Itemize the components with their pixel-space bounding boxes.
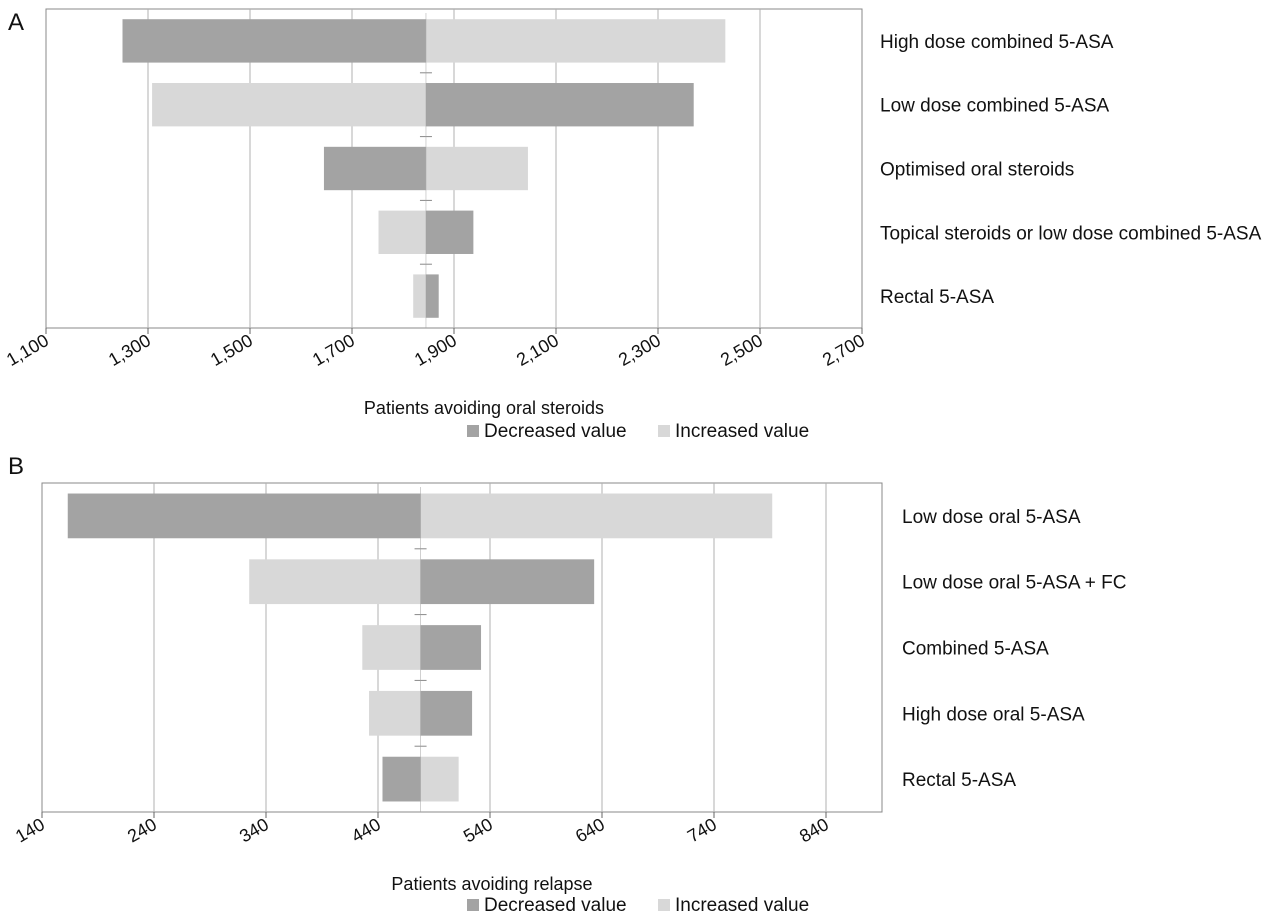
tick-label: 140	[12, 814, 48, 846]
bar-increased-value	[420, 493, 773, 539]
tick-label: 1,900	[411, 330, 460, 370]
plot-frame	[41, 482, 883, 813]
bar-increased-value	[420, 756, 459, 802]
category-label: Rectal 5-ASA	[880, 287, 994, 308]
category-label: High dose combined 5-ASA	[880, 32, 1114, 53]
legend-swatch	[467, 425, 479, 437]
bar-increased-value	[369, 690, 421, 736]
category-label: Combined 5-ASA	[902, 639, 1049, 660]
bar-increased-value	[413, 274, 426, 318]
bar-decreased-value	[425, 274, 439, 318]
bar-increased-value	[249, 559, 421, 605]
bar-decreased-value	[323, 146, 426, 191]
bar-decreased-value	[420, 690, 473, 736]
tick-label: 2,700	[819, 330, 868, 370]
bar-increased-value	[378, 210, 426, 254]
legend-label: Increased value	[675, 895, 809, 916]
bar-increased-value	[425, 19, 726, 63]
bar-increased-value	[425, 146, 528, 191]
bar-decreased-value	[420, 625, 482, 670]
tick-label: 1,500	[207, 330, 256, 370]
legend-swatch	[658, 425, 670, 437]
x-axis-title: Patients avoiding relapse	[391, 874, 592, 894]
tick-label: 440	[348, 814, 384, 846]
category-label: Rectal 5-ASA	[902, 770, 1016, 791]
bar-increased-value	[152, 83, 426, 127]
chart-panel-a: A 1,100 1,300 1,500 1,700 1,900 2,100 2,300 2,50…	[3, 8, 1262, 442]
tick-label: 1,300	[105, 330, 154, 370]
bar-decreased-value	[425, 210, 474, 254]
panel-label: A	[8, 9, 24, 36]
legend-swatch	[467, 899, 479, 911]
category-label: Optimised oral steroids	[880, 160, 1074, 181]
tick-label: 340	[236, 814, 272, 846]
tick-label: 2,100	[513, 330, 562, 370]
tick-label: 2,300	[615, 330, 664, 370]
category-label: Low dose oral 5-ASA + FC	[902, 573, 1126, 594]
bar-decreased-value	[425, 83, 694, 127]
legend-label: Increased value	[675, 421, 809, 442]
category-label: High dose oral 5-ASA	[902, 704, 1085, 725]
x-axis-title: Patients avoiding oral steroids	[364, 398, 604, 418]
panel-label: B	[8, 453, 24, 480]
legend-label: Decreased value	[484, 895, 627, 916]
category-label: Low dose oral 5-ASA	[902, 507, 1081, 528]
bar-decreased-value	[122, 19, 426, 63]
bar-increased-value	[362, 625, 421, 670]
tick-label: 740	[684, 814, 720, 846]
category-label: Topical steroids or low dose combined 5-…	[880, 223, 1262, 244]
tick-label: 240	[124, 814, 160, 846]
category-label: Low dose combined 5-ASA	[880, 96, 1110, 117]
tick-label: 1,700	[309, 330, 358, 370]
legend-label: Decreased value	[484, 421, 627, 442]
chart-panel-b: B 140 240 340 440 540 640 740 840 Low dose oral 5…	[8, 453, 1126, 916]
tick-label: 840	[796, 814, 832, 846]
tick-label: 640	[572, 814, 608, 846]
tick-label: 2,500	[717, 330, 766, 370]
bar-decreased-value	[420, 559, 595, 605]
bar-decreased-value	[67, 493, 421, 539]
tick-label: 540	[460, 814, 496, 846]
legend-swatch	[658, 899, 670, 911]
tick-label: 1,100	[3, 330, 52, 370]
bar-decreased-value	[382, 756, 421, 802]
